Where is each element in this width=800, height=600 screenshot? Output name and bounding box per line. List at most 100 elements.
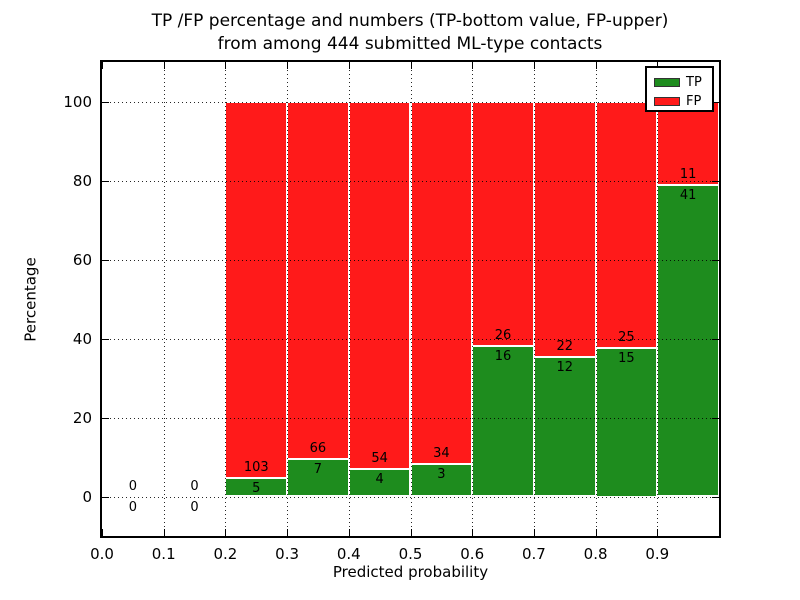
x-tick-label: 0.9 [645, 545, 670, 563]
bar-tp-segment [348, 469, 411, 497]
v-gridline [657, 62, 659, 536]
fp-count-label: 66 [309, 440, 327, 456]
y-tick-mark [102, 259, 109, 261]
y-tick-mark [712, 417, 719, 419]
x-tick-mark [533, 529, 535, 536]
bar-fp-segment [472, 101, 534, 347]
tp-count-label: 7 [313, 461, 323, 477]
fp-count-label: 0 [128, 478, 137, 494]
x-tick-mark [287, 529, 289, 536]
y-tick-label: 40 [72, 329, 92, 348]
y-tick-label: 0 [82, 487, 92, 506]
bar-fp-segment [348, 101, 411, 470]
tp-count-label: 3 [437, 467, 446, 483]
y-tick-label: 60 [72, 250, 92, 269]
x-tick-mark [163, 62, 165, 69]
y-tick-mark [102, 338, 109, 340]
y-tick-label: 100 [63, 92, 92, 111]
x-tick-label: 0.3 [275, 545, 300, 563]
tp-count-label: 41 [679, 188, 697, 204]
x-tick-mark [102, 62, 103, 69]
y-axis-label: Percentage [21, 257, 40, 342]
y-tick-mark [712, 496, 719, 498]
x-tick-label: 0.2 [213, 545, 238, 563]
bar-fp-segment [595, 101, 658, 349]
plot-area: 0 0 0 0 103 5 66 7 54 4 34 3 26 16 22 12 25 15 11 41 [100, 60, 721, 538]
x-tick-label: 0.8 [583, 545, 608, 563]
x-tick-mark [595, 529, 597, 536]
x-tick-mark [410, 529, 412, 536]
tp-count-label: 15 [618, 351, 635, 367]
bar-fp-segment [410, 101, 473, 465]
fp-count-label: 34 [433, 446, 450, 462]
y-tick-mark [102, 180, 109, 182]
tp-count-label: 12 [556, 360, 574, 376]
fp-color-swatch [654, 97, 680, 106]
y-tick-label: 20 [72, 408, 92, 427]
x-tick-label: 0.4 [336, 545, 361, 563]
tp-count-label: 5 [252, 481, 261, 497]
tp-count-label: 16 [494, 349, 512, 365]
y-tick-mark [102, 496, 109, 498]
y-tick-mark [712, 259, 719, 261]
fp-count-label: 0 [190, 478, 199, 494]
bar-tp-segment [657, 185, 719, 497]
v-gridline [472, 62, 474, 536]
bar-tp-segment [287, 458, 349, 497]
v-gridline [595, 62, 597, 536]
x-tick-label: 0.1 [151, 545, 176, 563]
legend-item-tp: TP [654, 73, 712, 92]
x-tick-mark [348, 529, 350, 536]
fp-count-label: 103 [243, 460, 269, 476]
x-tick-mark [657, 62, 659, 69]
v-gridline [163, 62, 165, 536]
x-tick-label: 0.5 [398, 545, 423, 563]
x-tick-mark [287, 62, 289, 69]
bar-tp-segment [533, 357, 596, 497]
x-tick-mark [533, 62, 535, 69]
x-tick-mark [410, 62, 412, 69]
fp-count-label: 26 [494, 328, 512, 344]
bar-fp-segment [287, 101, 349, 459]
legend-label-fp: FP [686, 94, 702, 109]
bar-fp-segment [225, 101, 288, 479]
tp-color-swatch [654, 78, 680, 87]
fp-count-label: 25 [618, 330, 635, 346]
y-tick-mark [102, 417, 109, 419]
x-tick-mark [657, 529, 659, 536]
chart-title: TP /FP percentage and numbers (TP-bottom… [90, 10, 730, 56]
v-gridline [348, 62, 350, 536]
legend-label-tp: TP [686, 75, 702, 90]
v-gridline [410, 62, 412, 536]
x-axis-label: Predicted probability [332, 563, 489, 581]
tp-count-label: 4 [375, 472, 384, 488]
chart-title-line2: from among 444 submitted ML-type contact… [217, 34, 603, 54]
bar-tp-segment [595, 348, 658, 497]
legend: TP FP [645, 66, 714, 112]
y-tick-mark [712, 101, 719, 103]
x-tick-mark [348, 62, 350, 69]
x-tick-mark [225, 529, 227, 536]
bar-tp-segment [410, 464, 473, 497]
x-tick-mark [102, 529, 103, 536]
x-tick-mark [595, 62, 597, 69]
y-tick-mark [712, 180, 719, 182]
x-tick-mark [163, 529, 165, 536]
v-gridline [225, 62, 227, 536]
x-tick-mark [225, 62, 227, 69]
tp-count-label: 0 [190, 499, 199, 515]
fp-count-label: 22 [556, 339, 574, 355]
chart-title-line1: TP /FP percentage and numbers (TP-bottom… [151, 11, 669, 31]
x-tick-mark [472, 62, 474, 69]
y-tick-mark [712, 338, 719, 340]
fp-count-label: 54 [371, 451, 388, 467]
x-tick-mark [472, 529, 474, 536]
y-tick-label: 80 [72, 171, 92, 190]
x-tick-label: 0.7 [521, 545, 546, 563]
tp-count-label: 0 [128, 499, 137, 515]
bar-tp-segment [472, 346, 534, 497]
y-tick-mark [102, 101, 109, 103]
x-tick-label: 0.6 [460, 545, 485, 563]
x-tick-label: 0.0 [90, 545, 114, 563]
